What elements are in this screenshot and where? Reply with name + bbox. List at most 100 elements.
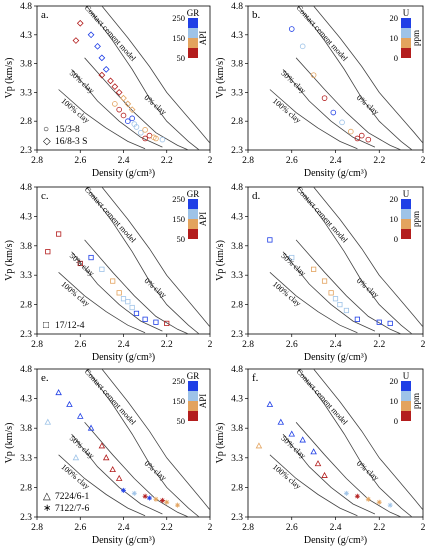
colorbar-tick: 150 [172,214,185,224]
contact-cement-curve [86,369,200,517]
data-point [175,502,181,508]
y-axis-label: Vp (km/s) [4,240,15,281]
x-tick-label: 2.2 [373,523,385,533]
data-point [111,83,119,91]
legend-marker: ○ [43,124,49,135]
y-tick-label: 2.3 [231,146,243,156]
contact-cement-curve [86,6,200,150]
data-point [87,424,95,431]
data-point [87,31,95,39]
colorbar-title: GR [187,371,200,381]
y-tick-label: 4.3 [20,395,32,405]
clay-50-label: 50% clay [279,69,307,96]
data-point [354,316,360,322]
colorbar-segment [188,18,198,28]
legend-label: 7122/7-6 [55,504,90,514]
x-axis-label: Density (g/cm³) [92,352,155,363]
contact-cement-label: Contact cement model [295,367,350,427]
clay-0-label: 0% clay [355,459,381,483]
plot-area [45,187,210,334]
x-tick-label: 2.8 [31,156,43,166]
x-tick-label: 2.6 [74,340,86,350]
legend-marker: △ [43,491,51,502]
x-tick-label: 2 [421,340,426,350]
data-point [88,254,94,261]
x-tick-label: 2.2 [373,156,385,166]
data-point [121,487,126,493]
panel-label: c. [41,190,49,202]
y-tick-label: 4.8 [231,365,243,375]
contact-cement-label: Contact cement model [83,3,138,63]
y-tick-label: 3.8 [231,424,243,434]
clay-50-curve [71,433,163,515]
colorbar-segment [188,199,198,209]
data-point [142,127,148,133]
y-tick-label: 3.3 [231,88,243,98]
colorbar-unit: API [198,31,208,46]
plot-frame [247,186,424,335]
data-point [66,400,73,407]
colorbar-segment [188,38,198,48]
y-tick-label: 3.3 [20,271,32,281]
colorbar-tick: 50 [177,416,186,426]
clay-100-label: 100% clay [59,279,91,308]
colorbar-tick: 20 [390,376,399,386]
colorbar-segment [188,209,198,219]
y-tick-label: 2.3 [20,330,32,340]
colorbar-tick: 150 [172,396,185,406]
data-point [387,320,393,327]
x-tick-label: 2 [208,156,213,166]
data-point [99,266,105,272]
plot-frame [36,186,211,335]
data-point [125,299,131,305]
data-point [77,260,83,267]
x-tick-label: 2 [208,340,213,350]
clay-0-curve [295,57,402,150]
colorbar-segment [401,401,411,411]
y-axis-label: Vp (km/s) [215,423,226,464]
colorbar-unit: ppm [411,393,421,409]
data-point [159,497,165,503]
contact-cement-curve [313,369,423,511]
data-point [343,307,350,314]
y-axis-label: Vp (km/s) [215,58,226,99]
data-point [159,136,166,143]
x-tick-label: 2.2 [373,340,385,350]
x-tick-label: 2.2 [161,523,173,533]
colorbar-segment [401,391,411,401]
panel-label: a. [41,9,49,21]
colorbar-segment [401,48,411,58]
plot-area [44,369,210,517]
data-point [376,499,382,505]
data-point [120,112,127,119]
y-tick-label: 4.8 [231,183,243,193]
contact-cement-curve [297,369,413,517]
data-point [131,490,137,496]
x-tick-label: 2.6 [286,156,298,166]
data-point [45,249,51,255]
x-tick-label: 2.4 [118,156,130,166]
colorbar-segment [401,219,411,229]
y-tick-label: 2.8 [231,301,243,311]
colorbar-tick: 250 [172,376,185,386]
data-point [354,493,360,499]
colorbar-segment [401,28,411,38]
clay-100-label: 100% clay [59,96,91,125]
data-point [128,106,136,114]
legend-label: 16/8-3 S [55,137,87,147]
data-point [164,320,170,327]
clay-0-curve [84,422,189,517]
colorbar-segment [188,28,198,38]
y-tick-label: 3.8 [20,60,32,70]
data-point [164,499,170,505]
plot-area [269,6,423,150]
clay-50-curve [282,251,376,332]
plot-area [267,187,423,334]
data-point [138,129,144,136]
clay-50-label: 50% clay [68,69,96,96]
x-tick-label: 2.2 [161,340,173,350]
clay-50-curve [282,69,376,148]
panel-label: f. [252,372,259,384]
